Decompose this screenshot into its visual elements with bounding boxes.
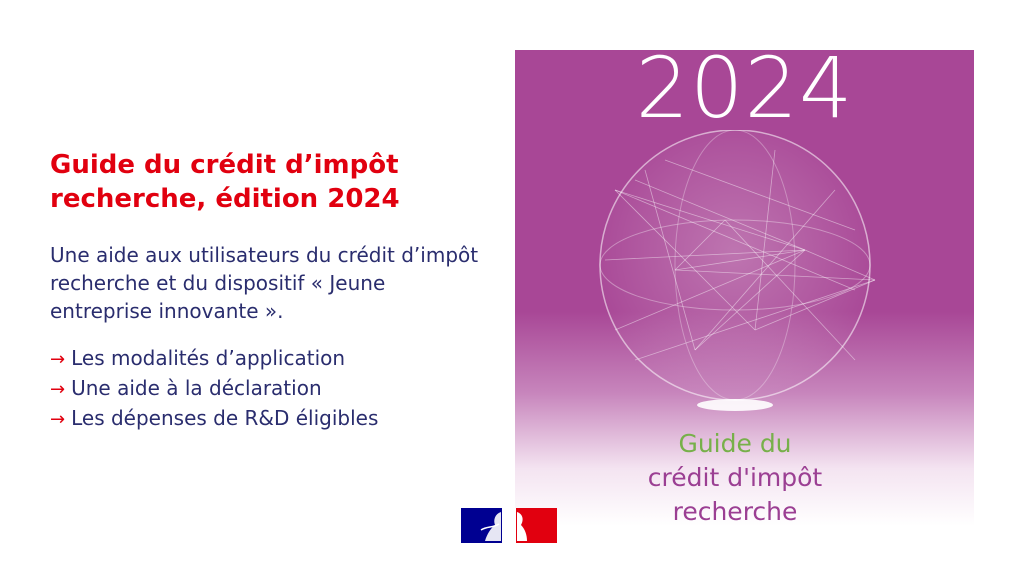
list-item: → Les modalités d’application [50,344,378,374]
list-item: → Les dépenses de R&D éligibles [50,404,378,434]
guide-cover-image: 2024 [515,50,974,526]
marianne-flag-logo [461,508,557,543]
arrow-right-icon: → [50,349,66,370]
cover-title-line: Guide du [678,429,792,458]
intro-text: Une aide aux utilisateurs du crédit d’im… [50,243,479,323]
list-item-label: Une aide à la déclaration [71,376,322,400]
arrow-right-icon: → [50,379,66,400]
list-item-label: Les modalités d’application [71,346,346,370]
cover-title-line: crédit d'impôt [647,463,823,492]
page-title: Guide du crédit d’impôt recherche, éditi… [50,150,400,214]
globe-graphic [599,130,876,411]
bullet-list: → Les modalités d’application → Une aide à… [50,344,378,434]
cover-year: 2024 [635,50,854,137]
cover-title: Guide du crédit d'impôt recherche [515,427,955,526]
list-item-label: Les dépenses de R&D éligibles [71,406,379,430]
cover-title-line: recherche [672,497,798,526]
list-item: → Une aide à la déclaration [50,374,378,404]
arrow-right-icon: → [50,409,66,430]
